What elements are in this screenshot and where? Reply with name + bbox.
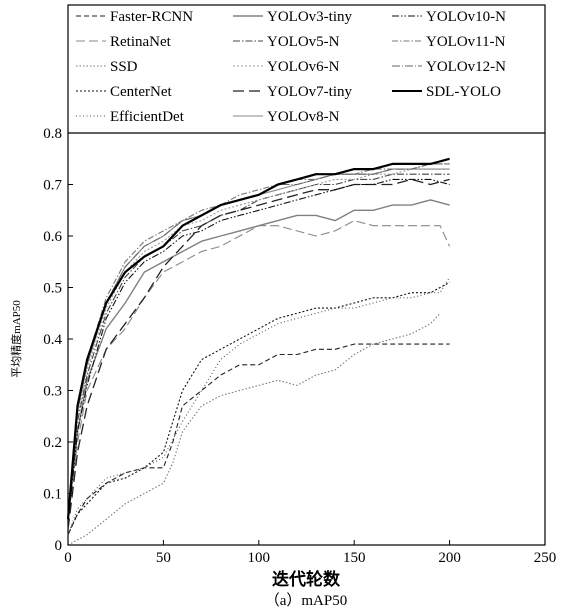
legend-label-yolov3-tiny: YOLOv3-tiny	[267, 9, 352, 25]
series-line-efficientdet	[67, 276, 451, 535]
x-tick-label: 150	[343, 550, 366, 566]
series-line-ssd	[67, 312, 441, 546]
legend-label-efficientdet: EfficientDet	[110, 109, 185, 125]
y-axis-title: 平均精度mAP50	[9, 300, 23, 378]
y-tick-label: 0.3	[43, 384, 62, 400]
x-tick-label: 200	[438, 550, 461, 566]
series-line-centernet	[67, 281, 450, 535]
y-tick-label: 0.2	[43, 435, 62, 451]
y-tick-label: 0.8	[43, 126, 62, 142]
series-line-yolov7-tiny	[67, 178, 450, 530]
y-tick-label: 0.5	[43, 281, 62, 297]
series-line-yolov3-tiny	[67, 199, 450, 520]
chart-legend: Faster-RCNN RetinaNet SSD CenterNet Efficien…	[76, 9, 506, 125]
legend-label-yolov11-n: YOLOv11-N	[426, 34, 506, 50]
legend-label-sdl-yolo: SDL-YOLO	[426, 84, 501, 100]
y-tick-label: 0	[55, 538, 63, 554]
plot-frame	[67, 4, 546, 546]
legend-label-ssd: SSD	[110, 59, 138, 75]
series-line-yolov11-n	[67, 163, 450, 520]
legend-label-yolov7-tiny: YOLOv7-tiny	[267, 84, 352, 100]
series-line-yolov12-n	[67, 163, 450, 520]
series-group	[66, 157, 451, 546]
x-tick-label: 0	[64, 550, 72, 566]
series-line-retinanet	[67, 220, 451, 520]
y-tick-label: 0.1	[43, 487, 62, 503]
legend-label-yolov10-n: YOLOv10-N	[426, 9, 506, 25]
legend-label-yolov12-n: YOLOv12-N	[426, 59, 506, 75]
series-line-faster-rcnn	[67, 343, 450, 535]
legend-label-centernet: CenterNet	[110, 84, 172, 100]
legend-label-retinanet: RetinaNet	[110, 34, 172, 50]
x-tick-label: 100	[248, 550, 271, 566]
series-line-yolov10-n	[67, 178, 450, 525]
x-tick-label: 250	[534, 550, 557, 566]
y-tick-label: 0.4	[43, 332, 62, 348]
figure-caption: （a）mAP50	[265, 592, 348, 609]
y-tick-label: 0.7	[43, 178, 62, 194]
series-line-yolov6-n	[67, 168, 450, 520]
series-line-sdl-yolo	[66, 157, 450, 520]
legend-label-faster-rcnn: Faster-RCNN	[110, 9, 193, 25]
legend-label-yolov6-n: YOLOv6-N	[267, 59, 340, 75]
axes-group: 0 50 100 150 200 250 0 0.1 0.2 0.3 0.4 0.5 0.6 0.7 0.8	[43, 126, 556, 566]
legend-label-yolov8-n: YOLOv8-N	[267, 109, 340, 125]
x-axis-title: 迭代轮数	[272, 569, 341, 589]
series-line-yolov5-n	[67, 173, 450, 520]
legend-label-yolov5-n: YOLOv5-N	[267, 34, 340, 50]
y-tick-label: 0.6	[43, 229, 62, 245]
x-tick-label: 50	[156, 550, 171, 566]
